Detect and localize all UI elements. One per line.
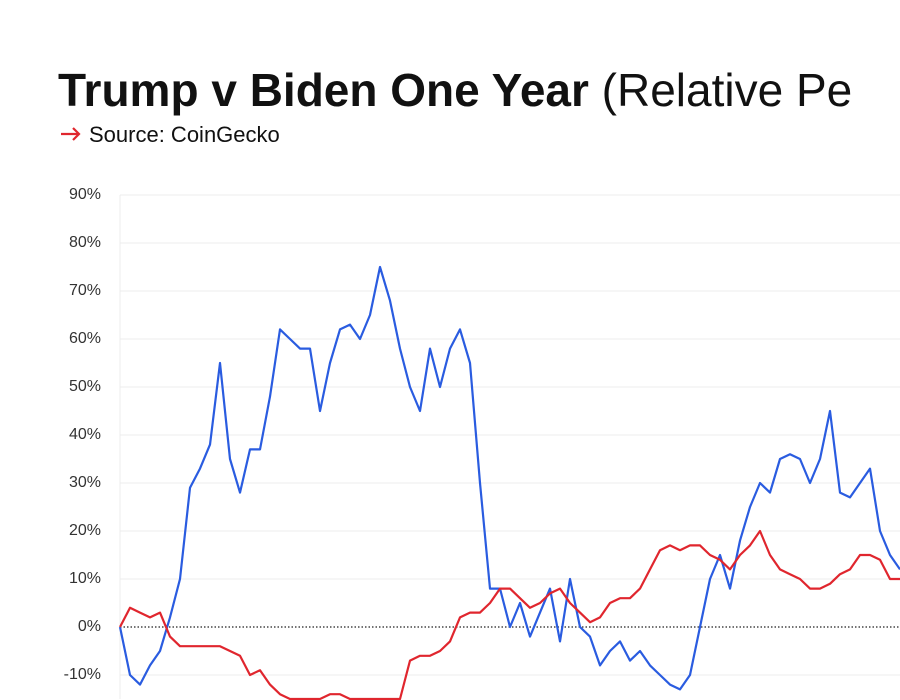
y-tick-label: 90%: [69, 186, 101, 203]
y-tick-label: 30%: [69, 474, 101, 491]
y-tick-label: 40%: [69, 426, 101, 443]
y-tick-label: 20%: [69, 522, 101, 539]
y-tick-label: 50%: [69, 378, 101, 395]
source: Source: CoinGecko: [89, 122, 280, 147]
source-arrow: [61, 127, 81, 141]
y-tick-label: -10%: [64, 666, 101, 683]
line-series: [119, 529, 900, 700]
chart-title: Trump v Biden One Year (Relative Pe: [58, 64, 852, 116]
y-tick-label: 80%: [69, 234, 101, 251]
title-bold: Trump v Biden One Year: [58, 64, 602, 116]
y-tick-label: 0%: [78, 618, 101, 635]
line-series: [118, 265, 900, 691]
title-rest: (Relative Pe: [602, 64, 853, 116]
y-tick-label: 60%: [69, 330, 101, 347]
y-tick-label: 70%: [69, 282, 101, 299]
y-tick-label: 10%: [69, 570, 101, 587]
